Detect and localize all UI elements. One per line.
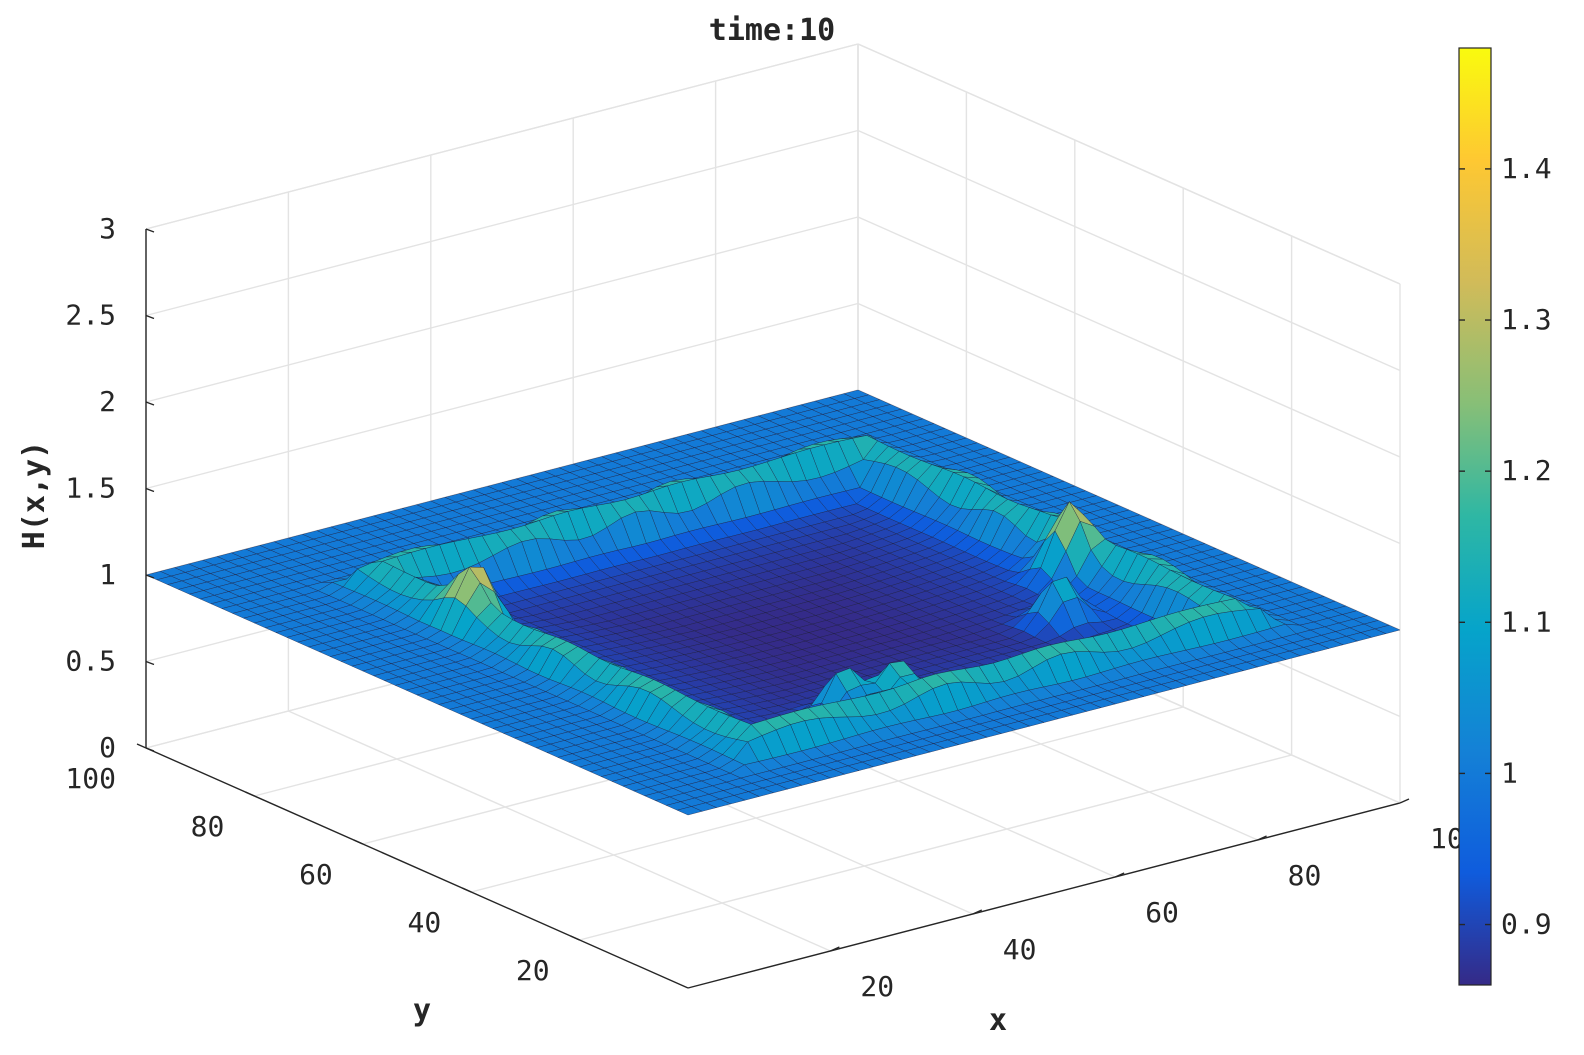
y-tick-label: 60: [299, 858, 333, 891]
x-tick-mark: [830, 946, 840, 952]
wall-gridline-z: [145, 129, 859, 317]
z-axis-label: H(x,y): [17, 441, 52, 549]
z-tick-label: 1.5: [65, 472, 116, 505]
x-axis-label: x: [989, 1003, 1007, 1038]
wall-edge: [857, 43, 1401, 285]
x-tick-label: 60: [1145, 896, 1179, 929]
x-tick-mark: [1257, 835, 1267, 841]
y-tick-label: 20: [516, 954, 550, 987]
surface-cell: [676, 806, 703, 816]
colorbar-tick-label: 1.4: [1501, 152, 1552, 185]
x-axis-line: [687, 802, 1401, 989]
z-tick-label: 2: [99, 385, 116, 418]
z-tick-label: 2.5: [65, 299, 116, 332]
floor-gridline-x: [288, 710, 831, 952]
wall-edge: [145, 43, 859, 230]
y-tick-mark: [136, 743, 147, 749]
wall-gridline-z: [145, 216, 859, 403]
z-tick-mark: [145, 487, 155, 493]
wall-gridline-z: [145, 302, 859, 490]
colorbar-ticks: 0.9 1 1.1 1.2 1.3 1.4: [1459, 152, 1552, 941]
z-tick-mark: [145, 228, 155, 233]
y-tick-mark: [570, 935, 580, 941]
wall-gridline-z: [857, 302, 1401, 545]
x-tick-label: 20: [860, 970, 894, 1003]
colorbar-tick-label: 1.1: [1501, 605, 1552, 638]
z-tick-label: 3: [99, 212, 116, 245]
y-tick-mark: [353, 839, 364, 845]
colorbar: [1458, 47, 1492, 986]
colorbar-tick-label: 1.2: [1501, 454, 1552, 487]
colorbar-gradient: [1458, 47, 1492, 986]
x-tick-mark: [972, 909, 983, 915]
y-tick-label: 40: [407, 906, 441, 939]
y-tick-mark: [245, 791, 255, 797]
z-tick-mark: [145, 574, 155, 579]
z-tick-label: 1: [99, 558, 116, 591]
y-axis-line: [145, 747, 689, 989]
colorbar-tick-label: 1.3: [1501, 303, 1552, 336]
y-tick-label: 80: [191, 810, 225, 843]
z-tick-label: 0.5: [65, 645, 116, 678]
surface-mesh: [145, 389, 1401, 816]
wall-gridline-z: [857, 129, 1401, 372]
z-tick-mark: [145, 401, 155, 406]
z-tick-mark: [145, 314, 155, 320]
x-tick-mark: [1399, 798, 1410, 804]
y-tick-label: 100: [65, 762, 116, 795]
x-tick-label: 80: [1288, 859, 1322, 892]
x-tick-mark: [1114, 872, 1125, 878]
z-tick-label: 0: [99, 731, 116, 764]
z-tick-mark: [145, 660, 155, 666]
colorbar-tick-label: 0.9: [1501, 908, 1552, 941]
floor-gridline-y: [471, 706, 1184, 893]
y-tick-mark: [461, 887, 472, 893]
floor-gridline-y: [579, 754, 1292, 941]
colorbar-tick-label: 1: [1501, 756, 1518, 789]
z-tick-mark: [145, 747, 155, 752]
x-tick-label: 40: [1003, 933, 1037, 966]
wall-gridline-z: [857, 216, 1401, 458]
chart-title: time:10: [709, 13, 835, 48]
y-axis-label: y: [413, 993, 431, 1028]
